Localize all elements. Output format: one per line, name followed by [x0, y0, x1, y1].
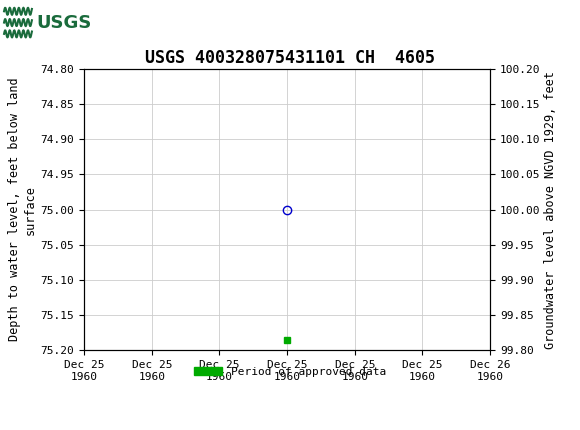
Y-axis label: Depth to water level, feet below land
surface: Depth to water level, feet below land su… [9, 78, 37, 341]
Y-axis label: Groundwater level above NGVD 1929, feet: Groundwater level above NGVD 1929, feet [545, 71, 557, 349]
Legend: Period of approved data: Period of approved data [190, 362, 390, 381]
Text: USGS: USGS [36, 14, 91, 31]
Bar [3, 4, 90, 41]
Text: USGS 400328075431101 CH  4605: USGS 400328075431101 CH 4605 [145, 49, 435, 67]
